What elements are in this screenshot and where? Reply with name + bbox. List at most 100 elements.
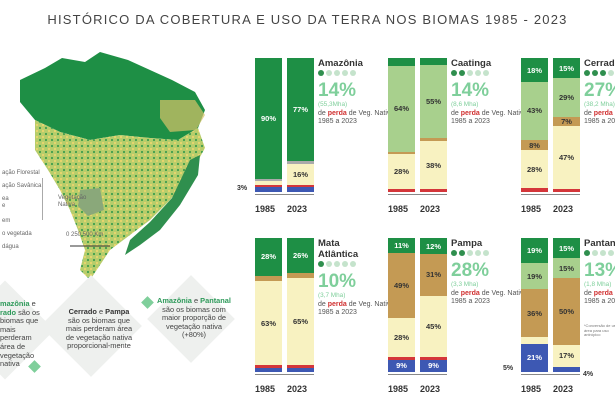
severity-dot <box>342 70 348 76</box>
year-label: 2023 <box>287 204 308 214</box>
severity-dot <box>483 70 489 76</box>
bar-segment-agro: 17% <box>553 345 580 367</box>
stacked-bar-1985: 90% <box>255 58 282 192</box>
severity-dot <box>326 261 332 267</box>
bar-value-label: 90% <box>260 113 276 123</box>
callout-amazonia-pantanal: Amazônia e Pantanal são os biomas com ma… <box>157 296 231 340</box>
bar-segment-grass <box>420 138 447 142</box>
loss-description: de perda de Veg. Nativa 1985 a 2023 <box>451 110 528 126</box>
legend-item: ação Savânica <box>2 183 42 189</box>
bar-segment-urban <box>521 187 548 192</box>
severity-dot <box>608 250 614 256</box>
stacked-bar-2023: 77% 16% <box>287 58 314 192</box>
year-label: 2023 <box>553 384 574 394</box>
bar-value-label: 29% <box>558 93 574 103</box>
bar-segment-grass <box>287 272 314 279</box>
bar-value-label: 55% <box>425 97 441 107</box>
bar-value-label: 7% <box>561 117 572 127</box>
callout-cerrado-pampa: Cerrado e Pampa são os biomas que mais p… <box>65 307 133 351</box>
bar-segment-grass <box>255 275 282 281</box>
legend-item: o vegetada <box>2 231 32 237</box>
stacked-bar-1985: 11% 49% 28% 9% <box>388 238 415 372</box>
loss-description: de perda de Veg. Nativa 1985 a 2023 <box>584 110 615 126</box>
bar-segment-forest: 15% <box>553 58 580 79</box>
bar-segment-urban <box>255 185 282 187</box>
bar-value-label: 77% <box>292 105 308 115</box>
severity-dot <box>584 250 590 256</box>
severity-dot <box>342 261 348 267</box>
bar-value-label: 18% <box>526 65 542 75</box>
year-label: 2023 <box>287 384 308 394</box>
bar-baseline <box>388 374 447 375</box>
bar-segment-savanna: 43% <box>521 82 548 140</box>
biome-panel: 11% 49% 28% 9% 1985 12% 31% 45% 9% 2023 Pampa 28% (3… <box>388 238 528 408</box>
year-label: 1985 <box>521 204 542 214</box>
bar-segment-agro <box>255 181 282 186</box>
legend-item: ea <box>2 196 9 202</box>
year-label: 2023 <box>553 204 574 214</box>
bar-segment-urban <box>388 189 415 192</box>
year-label: 1985 <box>255 204 276 214</box>
severity-dot <box>475 70 481 76</box>
bar-value-label: 36% <box>526 308 542 318</box>
severity-dot <box>467 70 473 76</box>
loss-percent: 28% <box>451 260 490 281</box>
bar-segment-grass <box>388 151 415 155</box>
loss-percent: 14% <box>451 80 490 101</box>
bar-segment-savanna: 29% <box>553 78 580 117</box>
biome-name: Pampa <box>451 238 483 249</box>
callout-amazonia-cerrado: mazônia e rado são os biomas que mais pe… <box>0 299 40 369</box>
bar-segment-forest: 28% <box>255 238 282 276</box>
bar-value-label: 26% <box>292 250 308 260</box>
bar-segment-forest: 90% <box>255 58 282 179</box>
biome-panel: 19% 19% 36% 21% 1985 15% 15% 50% 17% 2023 Pantanal… <box>521 238 615 408</box>
loss-mha: (3,3 Mha) <box>451 281 479 288</box>
loss-mha: (3,7 Mha) <box>318 292 346 299</box>
bar-segment-forest <box>388 58 415 67</box>
bar-segment-grass: 49% <box>388 252 415 319</box>
bar-segment-agro: 28% <box>388 154 415 190</box>
year-label: 2023 <box>420 384 441 394</box>
severity-dot <box>334 70 340 76</box>
bar-segment-water <box>287 186 314 192</box>
biome-panel: 64% 28% 1985 55% 38% 2023 Caatinga 14% (8,6 Mha)… <box>388 58 528 228</box>
biome-name: Cerrado <box>584 58 615 69</box>
bar-segment-other <box>255 178 282 182</box>
loss-mha: (8,6 Mha) <box>451 101 479 108</box>
severity-dot <box>600 70 606 76</box>
chart-title: HISTÓRICO DA COBERTURA E USO DA TERRA NO… <box>47 12 568 27</box>
bar-segment-agro: 38% <box>420 141 447 190</box>
map-amazon-region <box>20 52 205 140</box>
bar-segment-urban <box>388 357 415 360</box>
year-label: 1985 <box>521 384 542 394</box>
legend-vegetation-group: Vegetação Nativa <box>58 195 87 208</box>
severity-dots <box>584 70 615 76</box>
bar-value-label: 11% <box>394 240 409 250</box>
bar-value-label: 45% <box>425 321 441 331</box>
map-scale-label: 0 250 500 Km <box>66 232 104 238</box>
stacked-bar-2023: 15% 15% 50% 17% <box>553 238 580 372</box>
stacked-bar-2023: 26% 65% <box>287 238 314 372</box>
stacked-bar-2023: 12% 31% 45% 9% <box>420 238 447 372</box>
bar-segment-savanna: 64% <box>388 66 415 152</box>
loss-percent: 27% <box>584 80 615 101</box>
bar-value-label: 17% <box>558 351 574 361</box>
year-label: 1985 <box>388 384 409 394</box>
bar-value-label: 15% <box>558 63 574 73</box>
stacked-bar-2023: 55% 38% <box>420 58 447 192</box>
severity-dot <box>318 261 324 267</box>
bar-segment-urban <box>420 189 447 192</box>
legend-item: e <box>2 203 6 209</box>
stacked-bar-1985: 19% 19% 36% 21% <box>521 238 548 372</box>
severity-dot <box>318 70 324 76</box>
bar-segment-agro <box>521 337 548 344</box>
footnote: *Conversão de uso de área para uso antró… <box>584 323 615 337</box>
severity-dot <box>608 70 614 76</box>
bar-segment-forest: 26% <box>287 238 314 273</box>
biome-panel: 28% 63% 1985 26% 65% 2023 Mata Atlântica 10% (3,… <box>255 238 395 408</box>
brazil-biome-map <box>20 52 205 280</box>
bar-segment-water: 9% <box>388 359 415 372</box>
bar-value-label: 43% <box>526 106 542 116</box>
severity-dot <box>483 250 489 256</box>
bar-value-label: 21% <box>526 353 542 363</box>
